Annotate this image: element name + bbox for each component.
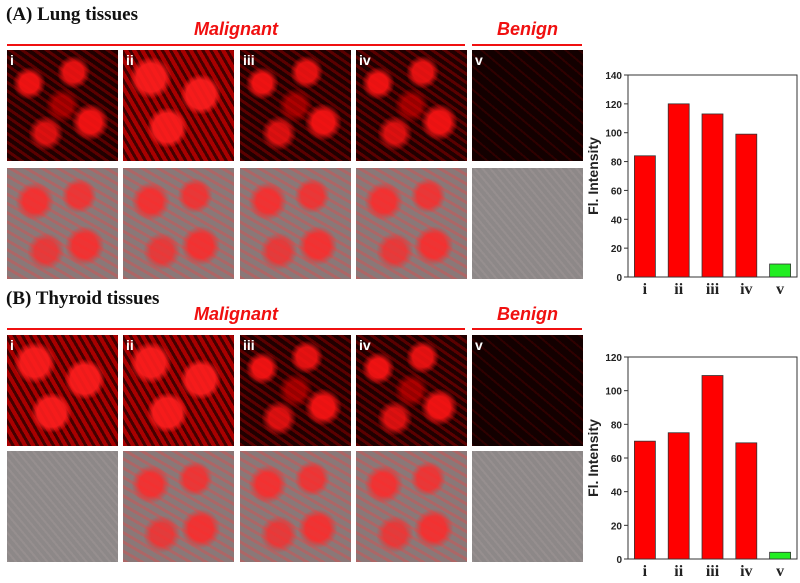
image-label: i [10,337,14,353]
y-tick-label: 20 [611,521,623,532]
x-tick-label: v [776,563,784,580]
y-tick-label: 80 [611,158,623,169]
bar-iv [735,442,758,560]
bar-i [634,440,656,560]
fluorescence-image: v [472,335,583,446]
benign-divider [472,44,582,46]
bar-i [634,155,656,278]
y-axis-label: Fl. Intensity [585,137,601,215]
fluorescence-image: ii [123,335,234,446]
x-tick-label: i [643,563,648,580]
fluorescence-image: ii [123,50,234,161]
merged-image [123,168,234,279]
y-tick-label: 40 [611,215,623,226]
bar-v [769,551,791,560]
fluorescence-image: iv [356,335,467,446]
fluorescence-image: v [472,50,583,161]
malignant-divider [7,44,465,46]
y-tick-label: 100 [605,129,622,140]
bar-iii [701,113,724,278]
y-tick-label: 120 [605,100,622,111]
merged-image [356,168,467,279]
merged-image [240,451,351,562]
x-tick-label: iv [740,563,752,580]
merged-image [7,451,118,562]
image-label: iv [359,52,371,68]
x-tick-label: iii [706,563,720,580]
merged-image [356,451,467,562]
y-tick-label: 0 [616,273,622,284]
image-label: ii [126,337,134,353]
benign-label: Benign [497,19,558,39]
malignant-divider [7,328,465,330]
merged-image [123,451,234,562]
x-tick-label: iv [740,281,752,298]
merged-image [240,168,351,279]
merged-image [472,168,583,279]
benign-label: Benign [497,304,558,324]
y-tick-label: 0 [616,555,622,566]
image-label: iii [243,52,255,68]
y-tick-label: 60 [611,454,623,465]
merged-image [472,451,583,562]
x-tick-label: i [643,281,648,298]
y-tick-label: 120 [605,353,622,364]
y-tick-label: 100 [605,387,622,398]
fluorescence-image: iii [240,335,351,446]
bar-iii [701,375,724,560]
y-tick-label: 20 [611,244,623,255]
x-tick-label: ii [674,563,683,580]
y-tick-label: 40 [611,488,623,499]
y-tick-label: 140 [605,71,622,82]
bar-ii [667,103,690,278]
image-label: ii [126,52,134,68]
bar-v [769,263,791,278]
x-tick-label: ii [674,281,683,298]
y-tick-label: 60 [611,186,623,197]
y-tick-label: 80 [611,420,623,431]
benign-divider [472,328,582,330]
image-label: iv [359,337,371,353]
x-tick-label: v [776,281,784,298]
y-axis-label: Fl. Intensity [585,419,601,497]
fluorescence-image: iii [240,50,351,161]
panel-title: (B) Thyroid tissues [6,288,160,309]
image-label: v [475,337,483,353]
bar-iv [735,133,758,278]
malignant-label: Malignant [194,19,278,39]
image-label: i [10,52,14,68]
fluorescence-image: i [7,50,118,161]
merged-image [7,168,118,279]
malignant-label: Malignant [194,304,278,324]
image-label: iii [243,337,255,353]
bar-ii [667,432,690,560]
x-tick-label: iii [706,281,720,298]
fluorescence-image: iv [356,50,467,161]
image-label: v [475,52,483,68]
panel-title: (A) Lung tissues [6,4,138,25]
fluorescence-image: i [7,335,118,446]
